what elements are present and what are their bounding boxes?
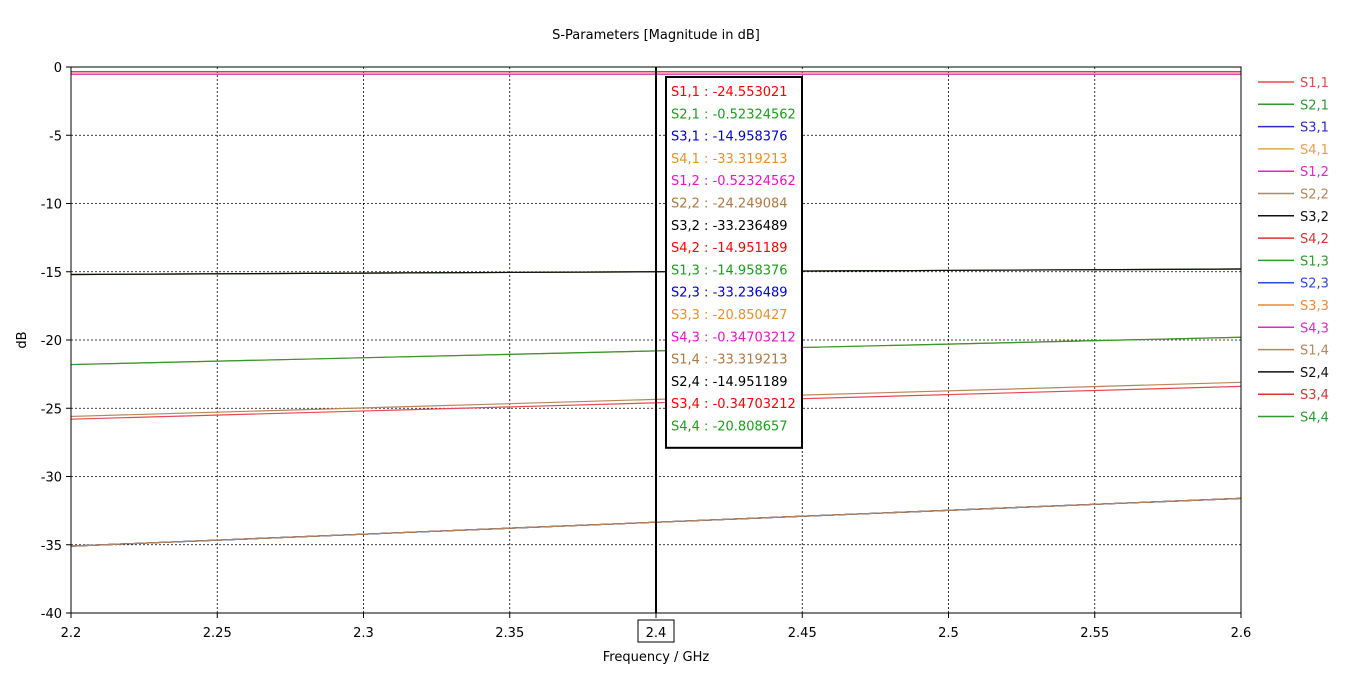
legend-label-S2-2: S2,2 xyxy=(1300,188,1329,203)
x-tick-label: 2.55 xyxy=(1080,626,1109,641)
chart-title: S-Parameters [Magnitude in dB] xyxy=(552,28,760,43)
marker-readout-S3-4: S3,4 : -0.34703212 xyxy=(671,397,796,412)
legend-label-S4-3: S4,3 xyxy=(1300,321,1329,336)
marker-readout-S3-3: S3,3 : -20.850427 xyxy=(671,308,788,323)
legend-label-S2-4: S2,4 xyxy=(1300,366,1329,381)
marker-readout-S4-3: S4,3 : -0.34703212 xyxy=(671,330,796,345)
y-tick-label: -5 xyxy=(49,129,62,144)
legend-label-S3-4: S3,4 xyxy=(1300,388,1329,403)
marker-readout-S3-2: S3,2 : -33.236489 xyxy=(671,219,788,234)
y-tick-label: -30 xyxy=(41,471,62,486)
y-tick-label: -10 xyxy=(41,198,62,213)
marker-readout-S1-1: S1,1 : -24.553021 xyxy=(671,85,788,100)
marker-readout-box xyxy=(665,76,803,449)
legend: S1,1 S2,1 S3,1 S4,1 S1,2 S2,2 S3,2 S4,2 S1,3 S2,3… xyxy=(1258,76,1329,426)
legend-label-S1-1: S1,1 xyxy=(1300,76,1329,91)
marker-readout-S2-4: S2,4 : -14.951189 xyxy=(671,375,788,390)
marker[interactable]: 2.4 S1,1 : -24.553021 S2,1 : -0.52324562 S3… xyxy=(637,67,803,643)
y-axis-label: dB xyxy=(15,331,30,348)
legend-label-S4-4: S4,4 xyxy=(1300,411,1329,426)
y-tick-label: -20 xyxy=(41,334,62,349)
y-tick-label: 0 xyxy=(54,61,62,76)
legend-label-S3-1: S3,1 xyxy=(1300,121,1329,136)
marker-readout-S2-2: S2,2 : -24.249084 xyxy=(671,197,788,212)
x-tick-label: 2.6 xyxy=(1231,626,1252,641)
legend-label-S1-3: S1,3 xyxy=(1300,254,1329,269)
legend-label-S3-2: S3,2 xyxy=(1300,210,1329,225)
x-tick-label: 2.2 xyxy=(61,626,82,641)
marker-readout-S1-2: S1,2 : -0.52324562 xyxy=(671,174,796,189)
legend-label-S4-1: S4,1 xyxy=(1300,143,1329,158)
x-tick-label: 2.35 xyxy=(495,626,524,641)
y-tick-label: -35 xyxy=(41,539,62,554)
marker-readout-S1-4: S1,4 : -33.319213 xyxy=(671,353,788,368)
legend-label-S1-2: S1,2 xyxy=(1300,165,1329,180)
x-tick-label: 2.5 xyxy=(938,626,959,641)
x-tick-label: 2.45 xyxy=(788,626,817,641)
y-tick-label: -15 xyxy=(41,266,62,281)
legend-label-S2-3: S2,3 xyxy=(1300,277,1329,292)
marker-readout-S2-1: S2,1 : -0.52324562 xyxy=(671,107,796,122)
y-tick-label: -40 xyxy=(41,607,62,622)
marker-readout-S4-4: S4,4 : -20.808657 xyxy=(671,420,788,435)
marker-readout-S3-1: S3,1 : -14.958376 xyxy=(671,130,788,145)
marker-readout-S2-3: S2,3 : -33.236489 xyxy=(671,286,788,301)
y-tick-label: -25 xyxy=(41,402,62,417)
x-axis-label: Frequency / GHz xyxy=(603,650,710,665)
x-tick-label: 2.3 xyxy=(353,626,374,641)
marker-readout-S4-2: S4,2 : -14.951189 xyxy=(671,241,788,256)
legend-label-S4-2: S4,2 xyxy=(1300,232,1329,247)
x-tick-label: 2.25 xyxy=(203,626,232,641)
legend-label-S3-3: S3,3 xyxy=(1300,299,1329,314)
marker-readout-S4-1: S4,1 : -33.319213 xyxy=(671,152,788,167)
axes: 2.2 2.25 2.3 2.35 2.4 2.45 2.5 2.55 2.6 0 -5 -10 -15… xyxy=(41,61,1252,641)
marker-readout-S1-3: S1,3 : -14.958376 xyxy=(671,263,788,278)
legend-label-S1-4: S1,4 xyxy=(1300,344,1329,359)
legend-label-S2-1: S2,1 xyxy=(1300,98,1329,113)
marker-x-box[interactable] xyxy=(637,619,675,643)
marker-x-label: 2.4 xyxy=(646,626,667,641)
